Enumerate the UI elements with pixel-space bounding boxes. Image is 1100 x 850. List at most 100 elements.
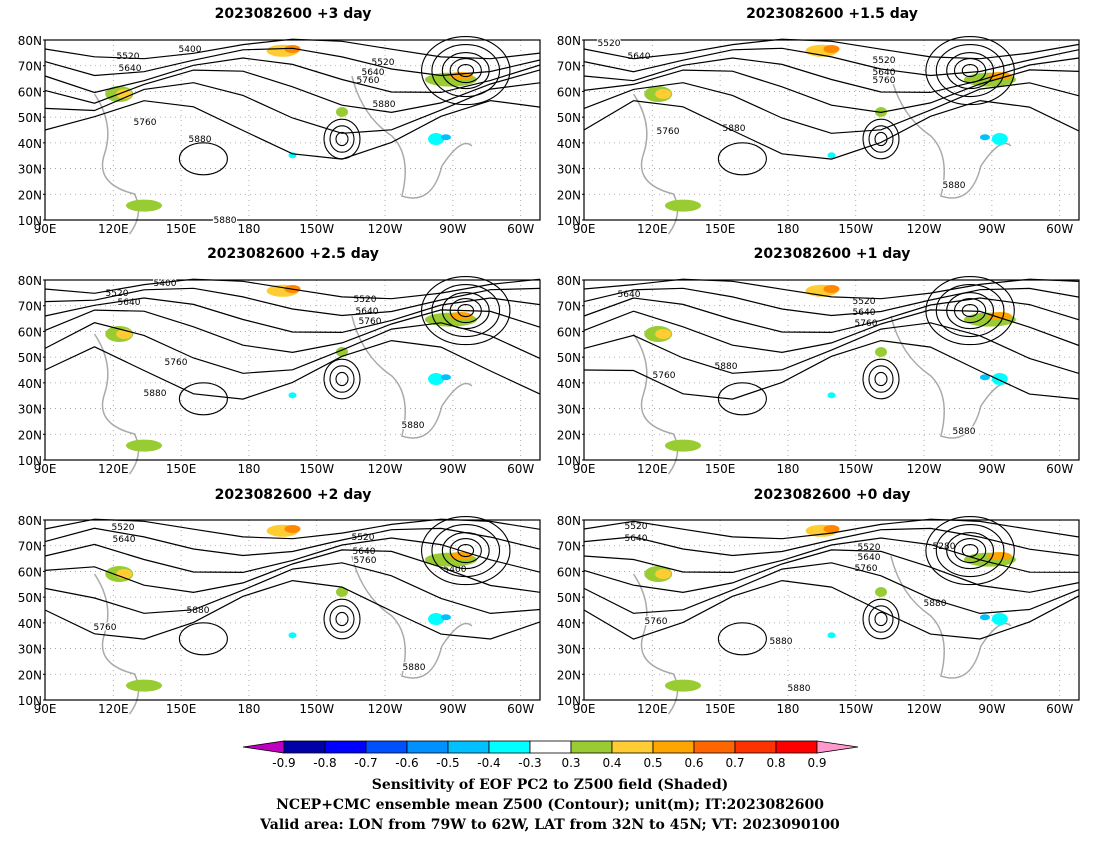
contour-ring	[420, 276, 511, 346]
shade-blob	[987, 72, 1012, 80]
lon-label: 90E	[573, 462, 596, 476]
lat-label: 20N	[557, 428, 581, 442]
lon-label: 120E	[98, 222, 129, 236]
lat-label: 30N	[557, 643, 581, 657]
contour-ring	[431, 44, 501, 98]
lat-label: 80N	[18, 274, 42, 288]
contour-label: 5640	[353, 547, 376, 557]
lat-label: 80N	[557, 34, 581, 48]
contour-label: 5880	[723, 124, 746, 134]
contour-label: 5880	[373, 100, 396, 110]
contour-group	[44, 36, 541, 176]
colorbar: -0.9 -0.8 -0.7 -0.6 -0.5 -0.4 -0.3 0.3 0.4 0.5 0.6…	[242, 740, 859, 770]
lat-label: 70N	[18, 300, 42, 314]
lon-label: 150W	[838, 462, 873, 476]
contour-line	[44, 562, 541, 615]
contour-ring	[935, 524, 1005, 578]
shade-blob	[440, 614, 451, 621]
lon-label: 120W	[368, 462, 403, 476]
contour-line	[44, 57, 541, 94]
lon-label: 90E	[34, 222, 57, 236]
contour-line	[583, 537, 1080, 574]
shade-blob	[448, 312, 473, 320]
contour-ring	[449, 298, 482, 324]
contour-ring	[457, 304, 475, 318]
sensitivity-shading	[105, 284, 477, 452]
colorbar-box	[406, 740, 449, 754]
shade-blob	[665, 199, 701, 212]
lat-label: 40N	[557, 617, 581, 631]
lon-label: 120W	[907, 462, 942, 476]
lat-label: 60N	[557, 565, 581, 579]
lon-label: 150E	[166, 702, 197, 716]
contour-label: 5760	[359, 317, 382, 327]
contour-label: 5880	[788, 684, 811, 694]
contour-label: 5640	[356, 307, 379, 317]
lat-label: 70N	[557, 60, 581, 74]
lon-label: 180	[237, 222, 260, 236]
lon-label: 120E	[637, 462, 668, 476]
shade-blob	[827, 632, 836, 639]
contour-line	[44, 69, 541, 114]
colorbar-tick-label: 0.5	[643, 756, 662, 770]
colorbar-tick-label: -0.9	[272, 756, 295, 770]
lon-label: 90E	[34, 462, 57, 476]
lat-label: 60N	[18, 325, 42, 339]
shade-blob	[336, 347, 348, 357]
shade-blob	[440, 134, 451, 141]
contour-line	[44, 297, 541, 334]
lat-label: 70N	[557, 300, 581, 314]
colorbar-box	[529, 740, 572, 754]
contour-ring	[925, 276, 1015, 346]
shade-blob	[823, 285, 840, 293]
lon-label: 90E	[573, 222, 596, 236]
contour-label: 5880	[214, 216, 237, 226]
lat-label: 80N	[557, 514, 581, 528]
contour-ring	[335, 371, 349, 387]
lon-label: 150W	[299, 462, 334, 476]
lat-label: 40N	[18, 137, 42, 151]
contour-ring	[441, 532, 490, 570]
contour-line	[583, 287, 1080, 317]
contour-label: 5640	[118, 298, 141, 308]
contour-ring	[178, 142, 228, 176]
lat-label: 20N	[18, 668, 42, 682]
lon-label: 150E	[705, 222, 736, 236]
contour-ring	[862, 598, 900, 640]
contour-ring	[323, 598, 361, 640]
lon-label: 150W	[838, 222, 873, 236]
contour-ring	[953, 58, 987, 84]
coastline	[93, 93, 140, 235]
lon-label: 90W	[439, 702, 466, 716]
colorbar-tick-label: 0.6	[684, 756, 703, 770]
shade-blob	[288, 632, 297, 639]
contour-label: 5760	[134, 118, 157, 128]
contour-ring	[441, 292, 490, 330]
lon-label: 90W	[439, 462, 466, 476]
panel-title-4: 2023082600 +1 day	[753, 246, 911, 262]
caption-line-3: Valid area: LON from 79W to 62W, LAT fro…	[260, 817, 840, 833]
contour-line	[44, 47, 541, 77]
colorbar-tick-label: -0.7	[354, 756, 377, 770]
contour-ring	[329, 365, 355, 393]
lat-label: 60N	[557, 325, 581, 339]
shade-blob	[987, 552, 1012, 560]
contour-line	[44, 38, 541, 60]
contour-ring	[323, 118, 361, 160]
shade-blob	[827, 392, 836, 399]
shade-blob	[440, 374, 451, 381]
lon-label: 60W	[507, 462, 534, 476]
contour-label: 5520	[873, 56, 896, 66]
lon-label: 180	[237, 702, 260, 716]
shade-blob	[448, 552, 473, 560]
shade-blob	[665, 679, 701, 692]
contour-group	[583, 36, 1080, 176]
caption-line-2: NCEP+CMC ensemble mean Z500 (Contour); u…	[276, 797, 824, 813]
contour-ring	[420, 516, 511, 586]
contour-label: 5520	[354, 295, 377, 305]
lat-label: 20N	[18, 188, 42, 202]
contour-ring	[717, 382, 767, 416]
lon-label: 90W	[978, 222, 1005, 236]
contour-line	[583, 57, 1080, 94]
